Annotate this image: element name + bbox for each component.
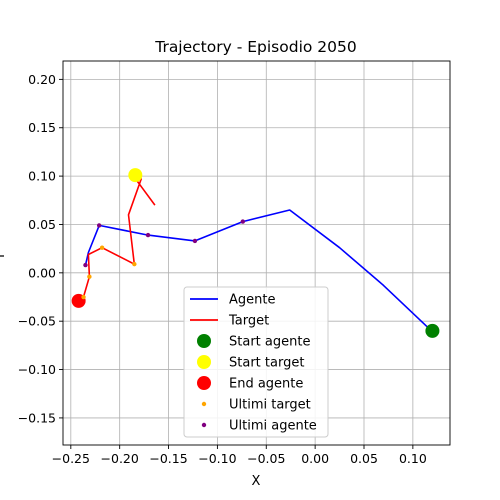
x-tick-label: −0.10 bbox=[198, 451, 236, 466]
x-tick-label: 0.10 bbox=[399, 451, 427, 466]
y-axis-title: Y bbox=[0, 252, 8, 261]
legend-swatch-start-target bbox=[197, 355, 211, 369]
x-tick-label: −0.05 bbox=[247, 451, 285, 466]
y-tick-label: 0.10 bbox=[28, 169, 56, 184]
marker-ultimi-agente bbox=[240, 219, 246, 224]
legend-label-target: Target bbox=[228, 314, 269, 329]
legend-swatch-end-agente bbox=[197, 376, 211, 390]
x-tick-label: 0.05 bbox=[350, 451, 378, 466]
legend-label-end-agente: End agente bbox=[229, 377, 303, 392]
y-tick-label: 0.00 bbox=[28, 265, 56, 280]
y-tick-label: −0.10 bbox=[18, 362, 56, 377]
y-tick-label: 0.05 bbox=[28, 217, 56, 232]
legend-label-ultimi-agente: Ultimi agente bbox=[229, 419, 317, 434]
marker-ultimi-agente bbox=[96, 223, 102, 228]
legend-label-ultimi-target: Ultimi target bbox=[229, 398, 311, 413]
marker-ultimi-agente bbox=[192, 238, 198, 244]
legend-swatch-ultimi-target bbox=[201, 401, 207, 407]
legend-label-agente: Agente bbox=[229, 293, 275, 308]
marker-ultimi-target bbox=[81, 294, 86, 300]
y-tick-label: −0.15 bbox=[18, 410, 56, 425]
marker-ultimi-agente bbox=[83, 262, 88, 268]
axes-frame bbox=[62, 60, 451, 446]
x-tick-label: −0.25 bbox=[52, 451, 90, 466]
y-tick-label: −0.05 bbox=[18, 314, 56, 329]
legend-box bbox=[183, 286, 329, 438]
marker-start-target bbox=[128, 168, 143, 183]
y-tick-label: 0.20 bbox=[28, 72, 56, 87]
marker-ultimi-target bbox=[132, 261, 137, 267]
x-tick-label: −0.15 bbox=[149, 451, 187, 466]
legend-swatch-ultimi-agente bbox=[201, 422, 207, 428]
marker-ultimi-target bbox=[87, 274, 92, 279]
x-tick-label: 0.00 bbox=[301, 451, 329, 466]
chart-title: Trajectory - Episodio 2050 bbox=[154, 38, 356, 56]
y-tick-label: 0.15 bbox=[28, 120, 56, 135]
x-tick-label: −0.20 bbox=[101, 451, 139, 466]
x-axis-title: X bbox=[252, 474, 261, 489]
marker-start-agente bbox=[425, 323, 440, 338]
legend-label-start-target: Start target bbox=[229, 356, 304, 371]
legend: Agente Target Start agente Start target End … bbox=[183, 286, 329, 438]
marker-ultimi-agente bbox=[145, 232, 151, 238]
series-line-agente bbox=[84, 209, 432, 331]
marker-ultimi-target bbox=[99, 245, 105, 250]
legend-swatch-start-agente bbox=[197, 334, 211, 348]
legend-label-start-agente: Start agente bbox=[229, 335, 310, 350]
